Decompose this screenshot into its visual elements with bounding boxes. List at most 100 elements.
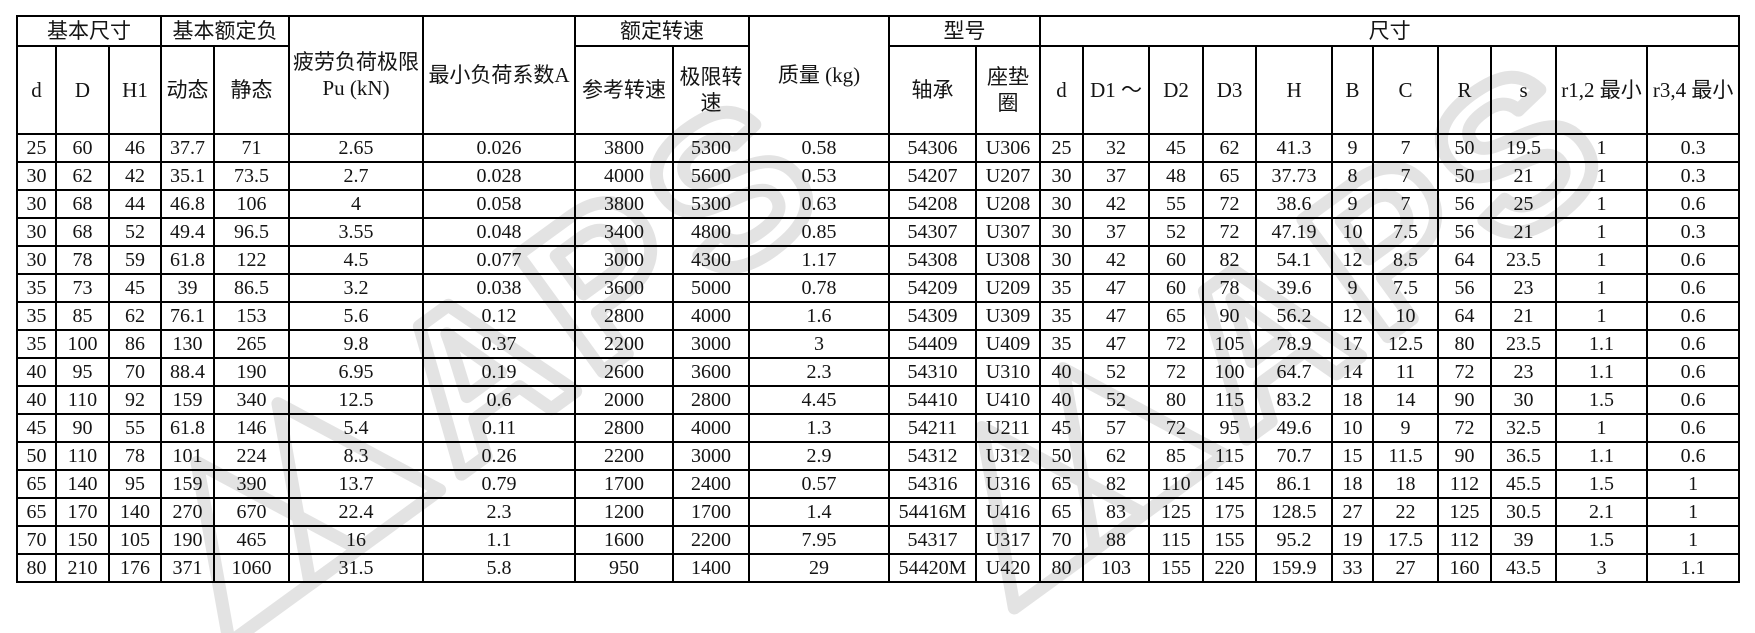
table-cell: 6.95 — [288, 357, 425, 387]
table-cell: 1.5 — [1555, 525, 1649, 555]
table-cell: 72 — [1202, 189, 1258, 219]
table-cell: 95 — [107, 469, 163, 499]
table-cell: 1060 — [213, 553, 291, 583]
table-cell: 90 — [1202, 301, 1258, 331]
table-cell: 112 — [1437, 525, 1493, 555]
table-cell: 49.4 — [160, 217, 216, 247]
table-cell: 30 — [1039, 245, 1085, 275]
table-cell: U211 — [975, 413, 1042, 443]
table-cell: 80 — [1148, 385, 1205, 415]
table-cell: 32 — [1082, 133, 1151, 163]
header-cell: d — [1039, 45, 1085, 135]
table-cell: 100 — [55, 329, 110, 359]
table-cell: 1600 — [574, 525, 675, 555]
table-cell: 0.038 — [422, 273, 577, 303]
table-cell: 4 — [288, 189, 425, 219]
table-cell: 72 — [1148, 329, 1205, 359]
table-cell: 1 — [1646, 497, 1741, 527]
table-cell: 54309 — [888, 301, 978, 331]
table-cell: 125 — [1437, 497, 1493, 527]
table-cell: 59 — [107, 245, 163, 275]
table-row: 30 78 59 61.8 122 4.5 0.077 3000 4300 1.17 54308 U3… — [16, 245, 1741, 275]
table-cell: 4000 — [672, 413, 751, 443]
table-cell: 1200 — [574, 497, 675, 527]
table-cell: 10 — [1372, 301, 1440, 331]
table-cell: 23.5 — [1490, 245, 1558, 275]
table-cell: 30 — [1490, 385, 1558, 415]
table-cell: 52 — [1082, 357, 1151, 387]
table-cell: 88 — [1082, 525, 1151, 555]
table-cell: 3 — [748, 329, 891, 359]
table-cell: 0.6 — [1646, 329, 1741, 359]
table-cell: 80 — [1437, 329, 1493, 359]
table-cell: 25 — [1039, 133, 1085, 163]
table-cell: 8.3 — [288, 441, 425, 471]
header-group-cell: 型号 — [888, 15, 1042, 47]
table-cell: 2200 — [574, 329, 675, 359]
table-cell: 54312 — [888, 441, 978, 471]
table-cell: 25 — [1490, 189, 1558, 219]
table-cell: 54317 — [888, 525, 978, 555]
table-cell: 7 — [1372, 133, 1440, 163]
table-cell: 46.8 — [160, 189, 216, 219]
table-cell: 30 — [16, 245, 57, 275]
table-cell: 39 — [1490, 525, 1558, 555]
table-cell: 21 — [1490, 161, 1558, 191]
table-cell: 3600 — [672, 357, 751, 387]
table-cell: 30.5 — [1490, 497, 1558, 527]
table-cell: 54209 — [888, 273, 978, 303]
table-cell: 115 — [1202, 441, 1258, 471]
table-cell: 45 — [1039, 413, 1085, 443]
table-cell: U209 — [975, 273, 1042, 303]
table-cell: 80 — [1039, 553, 1085, 583]
table-cell: 39.6 — [1255, 273, 1334, 303]
table-cell: 3.55 — [288, 217, 425, 247]
table-cell: 5600 — [672, 161, 751, 191]
table-cell: 390 — [213, 469, 291, 499]
table-cell: 37 — [1082, 217, 1151, 247]
table-cell: 2800 — [574, 301, 675, 331]
table-cell: 2.65 — [288, 133, 425, 163]
table-cell: 112 — [1437, 469, 1493, 499]
header-cell: d — [16, 45, 57, 135]
table-cell: 1700 — [672, 497, 751, 527]
table-cell: 71 — [213, 133, 291, 163]
table-cell: 72 — [1202, 217, 1258, 247]
table-cell: 60 — [1148, 245, 1205, 275]
header-cell: D3 — [1202, 45, 1258, 135]
table-cell: 54416M — [888, 497, 978, 527]
table-cell: 36.5 — [1490, 441, 1558, 471]
table-cell: 4000 — [574, 161, 675, 191]
table-cell: 45 — [16, 413, 57, 443]
table-row: 30 68 52 49.4 96.5 3.55 0.048 3400 4800 0.85 54307… — [16, 217, 1741, 247]
table-cell: 88.4 — [160, 357, 216, 387]
table-cell: 3000 — [574, 245, 675, 275]
table-cell: 5300 — [672, 133, 751, 163]
table-cell: 54307 — [888, 217, 978, 247]
table-cell: 1 — [1646, 469, 1741, 499]
table-cell: 50 — [1437, 133, 1493, 163]
table-cell: 82 — [1082, 469, 1151, 499]
table-row: 40 95 70 88.4 190 6.95 0.19 2600 3600 2.3 54310 U31… — [16, 357, 1741, 387]
table-cell: 2.7 — [288, 161, 425, 191]
table-cell: 38.6 — [1255, 189, 1334, 219]
table-cell: 101 — [160, 441, 216, 471]
table-cell: 30 — [1039, 161, 1085, 191]
table-cell: 55 — [107, 413, 163, 443]
table-cell: 40 — [1039, 357, 1085, 387]
table-cell: U309 — [975, 301, 1042, 331]
table-cell: 65 — [1039, 469, 1085, 499]
table-cell: 45 — [107, 273, 163, 303]
table-cell: 0.12 — [422, 301, 577, 331]
table-cell: 68 — [55, 189, 110, 219]
table-row: 70 150 105 190 465 16 1.1 1600 2200 7.95 54317 U317… — [16, 525, 1741, 555]
table-cell: 0.26 — [422, 441, 577, 471]
table-cell: 160 — [1437, 553, 1493, 583]
header-cell: s — [1490, 45, 1558, 135]
table-cell: 8 — [1331, 161, 1375, 191]
table-cell: 0.63 — [748, 189, 891, 219]
table-cell: 1.6 — [748, 301, 891, 331]
table-cell: 17.5 — [1372, 525, 1440, 555]
table-cell: 0.58 — [748, 133, 891, 163]
table-cell: 22.4 — [288, 497, 425, 527]
